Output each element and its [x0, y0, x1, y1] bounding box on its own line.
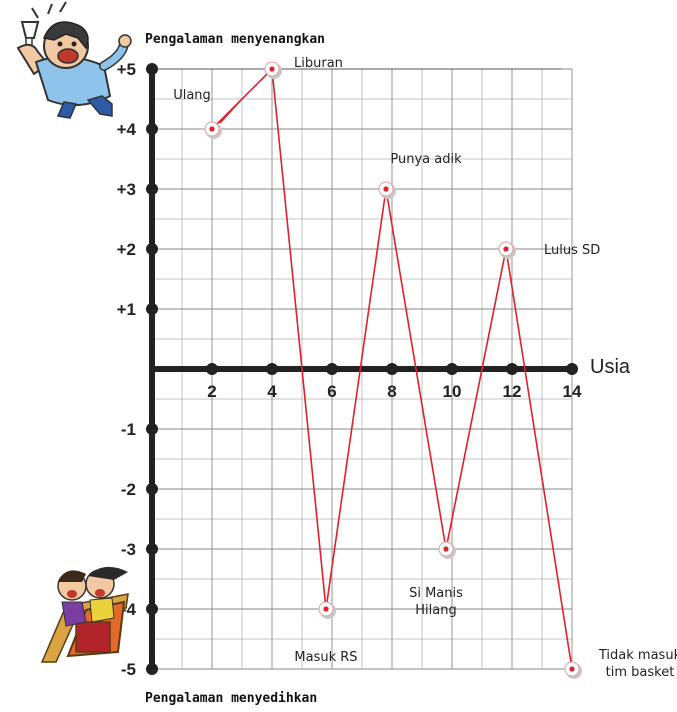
y-tick-label: +1 [117, 300, 136, 319]
point-dot [383, 186, 389, 192]
x-tick-dot [266, 363, 278, 375]
y-tick-label: -3 [121, 540, 136, 559]
y-tick-dot [146, 483, 158, 495]
point-dot [209, 126, 215, 132]
y-axis-label-bottom: Pengalaman menyedihkan [145, 691, 317, 706]
point-dot [569, 666, 575, 672]
y-tick-dot [146, 663, 158, 675]
x-tick-dot [506, 363, 518, 375]
x-tick-dot [446, 363, 458, 375]
x-tick-label: 12 [503, 382, 522, 401]
point-annotation: Tidak masuk [598, 648, 677, 663]
x-tick-label: 14 [563, 382, 582, 401]
y-tick-label: -1 [121, 420, 136, 439]
x-tick-dot [386, 363, 398, 375]
y-tick-dot [146, 63, 158, 75]
point-annotation: Ulang [173, 88, 211, 103]
x-tick-dot [566, 363, 578, 375]
point-annotation: tim basket [606, 665, 675, 680]
y-tick-label: -2 [121, 480, 136, 499]
ulang-connector [219, 98, 243, 124]
y-tick-dot [146, 543, 158, 555]
y-tick-label: +3 [117, 180, 136, 199]
y-axis-label-top: Pengalaman menyenangkan [145, 32, 325, 47]
point-annotation: Liburan [294, 56, 343, 71]
y-tick-dot [146, 183, 158, 195]
happy-man-toasting-icon [16, 1, 132, 119]
y-tick-dot [146, 303, 158, 315]
point-annotation: Hilang [415, 603, 456, 618]
series-line [204, 61, 582, 679]
point-dot [269, 66, 275, 72]
point-dot [443, 546, 449, 552]
y-tick-dot [146, 423, 158, 435]
x-tick-label: 6 [327, 382, 336, 401]
ticks: 2 4 6 8 10 12 14+5+4+3+2+1-1-2-3-4-5 [117, 60, 582, 679]
point-annotation: Masuk RS [294, 650, 357, 665]
x-tick-label: 8 [387, 382, 396, 401]
y-tick-label: +2 [117, 240, 136, 259]
y-tick-dot [146, 123, 158, 135]
y-tick-label: +4 [117, 120, 137, 139]
x-tick-label: 4 [267, 382, 277, 401]
annotations: Ulang Liburan Masuk RS Punya adik Si Manis Hi… [173, 56, 677, 680]
x-tick-dot [206, 363, 218, 375]
point-dot [323, 606, 329, 612]
y-tick-dot [146, 603, 158, 615]
point-annotation: Lulus SD [544, 243, 600, 258]
axes [149, 66, 572, 672]
y-tick-label: +5 [117, 60, 136, 79]
x-tick-label: 2 [207, 382, 216, 401]
y-tick-label: -5 [121, 660, 136, 679]
x-tick-dot [326, 363, 338, 375]
x-axis-label: Usia [590, 356, 631, 378]
point-annotation: Si Manis [409, 586, 463, 601]
y-tick-dot [146, 243, 158, 255]
point-annotation: Punya adik [390, 152, 462, 167]
point-dot [503, 246, 509, 252]
roller-coaster-riders-icon [40, 566, 129, 663]
x-tick-label: 10 [443, 382, 462, 401]
